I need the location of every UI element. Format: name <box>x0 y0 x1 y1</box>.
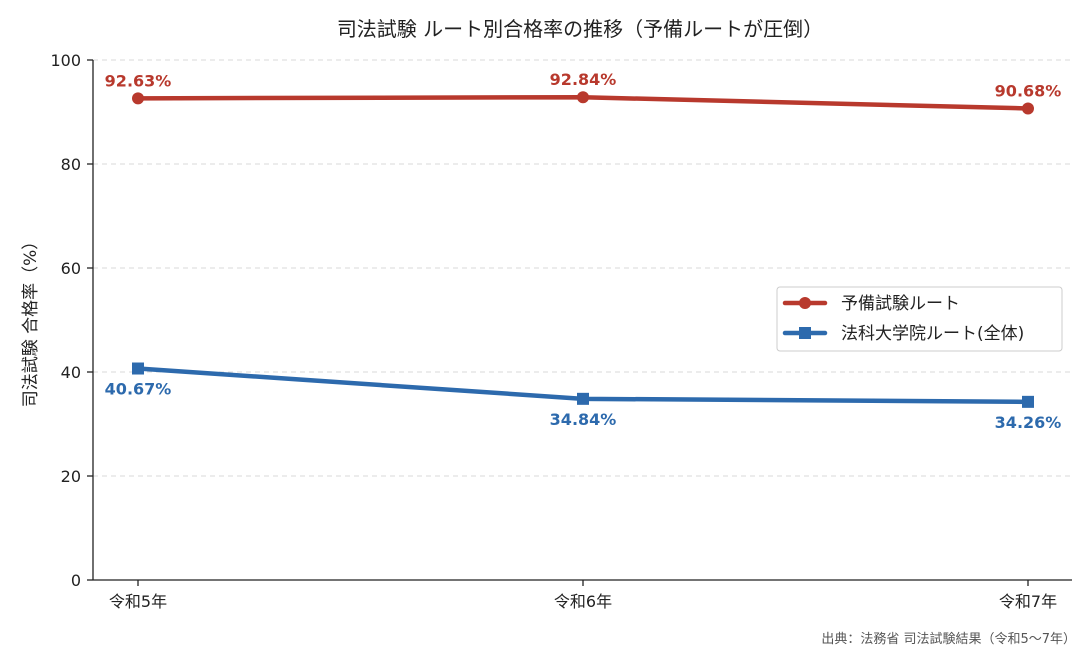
y-tick-label: 60 <box>61 259 81 278</box>
series-2: 40.67% 34.84% 34.26% <box>105 362 1062 432</box>
data-label: 40.67% <box>105 380 172 399</box>
series-1: 92.63% 92.84% 90.68% <box>105 70 1062 115</box>
y-tick-label: 20 <box>61 467 81 486</box>
chart-title: 司法試験 ルート別合格率の推移（予備ルートが圧倒） <box>337 17 823 41</box>
data-point <box>132 92 144 105</box>
y-tick-label: 100 <box>50 51 81 70</box>
data-point <box>1022 395 1034 408</box>
source-note: 出典：法務省 司法試験結果（令和5〜7年） <box>821 631 1076 647</box>
data-point <box>1022 102 1034 115</box>
data-label: 90.68% <box>995 81 1062 100</box>
grid <box>93 59 1072 477</box>
legend-box <box>776 286 1063 352</box>
x-tick-label: 令和5年 <box>109 592 167 611</box>
legend-item: 予備試験ルート <box>782 294 960 314</box>
legend-marker <box>799 297 811 309</box>
legend-label: 法科大学院ルート(全体) <box>841 324 1024 344</box>
axes: 0 20 40 60 80 100 令和5年 令和6年 令和7年 <box>50 51 1072 611</box>
data-label: 92.63% <box>105 71 172 90</box>
y-tick-label: 0 <box>71 571 81 590</box>
data-point <box>577 91 589 104</box>
y-axis-label: 司法試験 合格率（%） <box>21 233 41 408</box>
y-tick-label: 80 <box>61 155 81 174</box>
x-tick-label: 令和7年 <box>999 592 1057 611</box>
data-point <box>132 362 144 375</box>
legend-label: 予備試験ルート <box>841 294 960 314</box>
data-label: 92.84% <box>550 70 617 89</box>
x-tick-label: 令和6年 <box>554 592 612 611</box>
legend-item: 法科大学院ルート(全体) <box>782 324 1024 344</box>
legend-marker <box>799 327 811 339</box>
data-label: 34.84% <box>550 410 617 429</box>
y-tick-label: 40 <box>61 363 81 382</box>
data-label: 34.26% <box>995 413 1062 432</box>
series: 92.63% 92.84% 90.68% 40.67% 34.84% 34.26% <box>105 70 1062 432</box>
data-point <box>577 392 589 405</box>
